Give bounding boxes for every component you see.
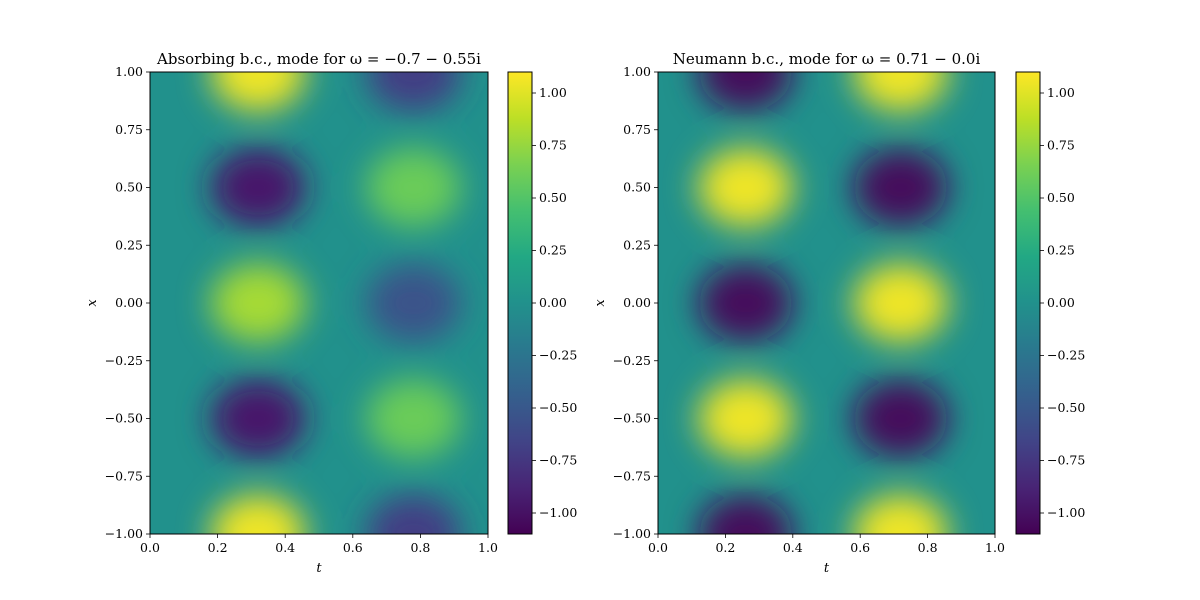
colorbar xyxy=(1016,72,1040,534)
heatmap-blob xyxy=(366,263,461,343)
colorbar-tick-label: 0.50 xyxy=(539,190,567,205)
x-tick-label: 0.6 xyxy=(343,540,363,555)
colorbar-tick-label: −0.25 xyxy=(1047,348,1085,363)
colorbar-tick-label: 0.50 xyxy=(1047,190,1075,205)
colorbar-tick-label: 0.00 xyxy=(1047,295,1075,310)
heatmap-blob xyxy=(210,263,306,343)
chart-title: Absorbing b.c., mode for ω = −0.7 − 0.55… xyxy=(156,50,481,68)
x-tick-label: 0.8 xyxy=(918,540,938,555)
colorbar-tick-label: −1.00 xyxy=(1047,505,1085,520)
x-axis-label: t xyxy=(824,561,830,576)
heatmap-blob xyxy=(853,148,948,227)
y-tick-label: 0.00 xyxy=(115,295,143,310)
y-axis-label: x xyxy=(85,299,100,307)
colorbar-tick-label: 0.75 xyxy=(1047,138,1075,153)
colorbar-tick-label: 0.75 xyxy=(539,138,567,153)
x-tick-label: 1.0 xyxy=(985,540,1005,555)
y-tick-label: −0.50 xyxy=(613,411,651,426)
heatmap-field xyxy=(698,72,948,534)
heatmap-blobs xyxy=(210,72,461,534)
y-tick-label: −0.75 xyxy=(613,468,651,483)
heatmap-blob xyxy=(366,379,461,458)
y-tick-label: 0.75 xyxy=(115,122,143,137)
x-tick-label: 0.6 xyxy=(850,540,870,555)
heatmap-blob xyxy=(853,263,948,343)
heatmap-blob xyxy=(366,494,461,534)
heatmap-blob xyxy=(698,148,793,227)
heatmap-blob xyxy=(366,72,461,112)
y-tick-label: 0.25 xyxy=(115,237,143,252)
colorbar-tick-label: −0.50 xyxy=(539,400,577,415)
colorbar-tick-label: −0.25 xyxy=(539,348,577,363)
heatmap-blob xyxy=(853,72,948,112)
chart-panel-2: 0.0 0.2 0.4 0.6 0.8 1.0 −1.00 −0.75 −0.50 −0.25 0.… xyxy=(593,50,1085,576)
heatmap-blob xyxy=(210,494,306,534)
y-tick-label: 0.50 xyxy=(623,180,651,195)
heatmap-blob xyxy=(698,379,793,458)
y-tick-label: −1.00 xyxy=(105,526,143,541)
heatmap-field xyxy=(210,72,461,534)
heatmap-blobs xyxy=(698,72,948,534)
heatmap-blob xyxy=(210,148,306,227)
colorbar-tick-label: −1.00 xyxy=(539,505,577,520)
heatmap-blob xyxy=(698,72,793,112)
x-axis-label: t xyxy=(316,561,322,576)
x-tick-label: 0.8 xyxy=(410,540,430,555)
x-tick-label: 0.4 xyxy=(275,540,295,555)
chart-title: Neumann b.c., mode for ω = 0.71 − 0.0i xyxy=(673,50,981,68)
colorbar-tick-label: 1.00 xyxy=(1047,85,1075,100)
y-tick-label: 0.00 xyxy=(623,295,651,310)
x-tick-label: 0.0 xyxy=(140,540,160,555)
y-tick-label: −0.75 xyxy=(105,468,143,483)
heatmap-blob xyxy=(210,379,306,458)
colorbar-tick-label: 0.25 xyxy=(1047,243,1075,258)
heatmap-blob xyxy=(210,72,306,112)
x-tick-label: 0.0 xyxy=(648,540,668,555)
heatmap-blob xyxy=(698,263,793,343)
x-tick-label: 0.2 xyxy=(208,540,228,555)
colorbar-tick-label: −0.75 xyxy=(1047,453,1085,468)
colorbar-tick-label: −0.75 xyxy=(539,453,577,468)
y-tick-label: 0.25 xyxy=(623,237,651,252)
heatmap-blob xyxy=(698,494,793,534)
y-tick-label: −0.50 xyxy=(105,411,143,426)
y-axis-label: x xyxy=(593,299,608,307)
y-tick-label: −0.25 xyxy=(105,353,143,368)
x-tick-label: 0.4 xyxy=(783,540,803,555)
heatmap-blob xyxy=(853,379,948,458)
colorbar-tick-label: 0.00 xyxy=(539,295,567,310)
colorbar xyxy=(508,72,532,534)
y-tick-label: −0.25 xyxy=(613,353,651,368)
colorbar-tick-label: 1.00 xyxy=(539,85,567,100)
x-tick-label: 0.2 xyxy=(715,540,735,555)
y-tick-label: 0.75 xyxy=(623,122,651,137)
colorbar-tick-label: 0.25 xyxy=(539,243,567,258)
y-tick-label: 0.50 xyxy=(115,180,143,195)
y-tick-label: −1.00 xyxy=(613,526,651,541)
heatmap-blob xyxy=(853,494,948,534)
y-tick-label: 1.00 xyxy=(623,64,651,79)
colorbar-tick-label: −0.50 xyxy=(1047,400,1085,415)
chart-panel-1: 0.0 0.2 0.4 0.6 0.8 1.0 −1.00 −0.75 −0.50 −0.25 0.… xyxy=(85,50,577,576)
x-tick-label: 1.0 xyxy=(478,540,498,555)
y-tick-label: 1.00 xyxy=(115,64,143,79)
heatmap-blob xyxy=(366,148,461,227)
